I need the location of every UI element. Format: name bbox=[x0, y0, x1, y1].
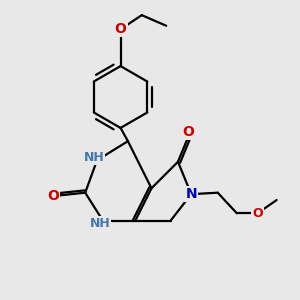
Text: O: O bbox=[252, 207, 263, 220]
Text: O: O bbox=[182, 125, 194, 139]
Text: O: O bbox=[115, 22, 127, 36]
Text: O: O bbox=[47, 189, 59, 202]
Text: N: N bbox=[185, 187, 197, 201]
Text: NH: NH bbox=[84, 151, 104, 164]
Text: NH: NH bbox=[90, 217, 110, 230]
